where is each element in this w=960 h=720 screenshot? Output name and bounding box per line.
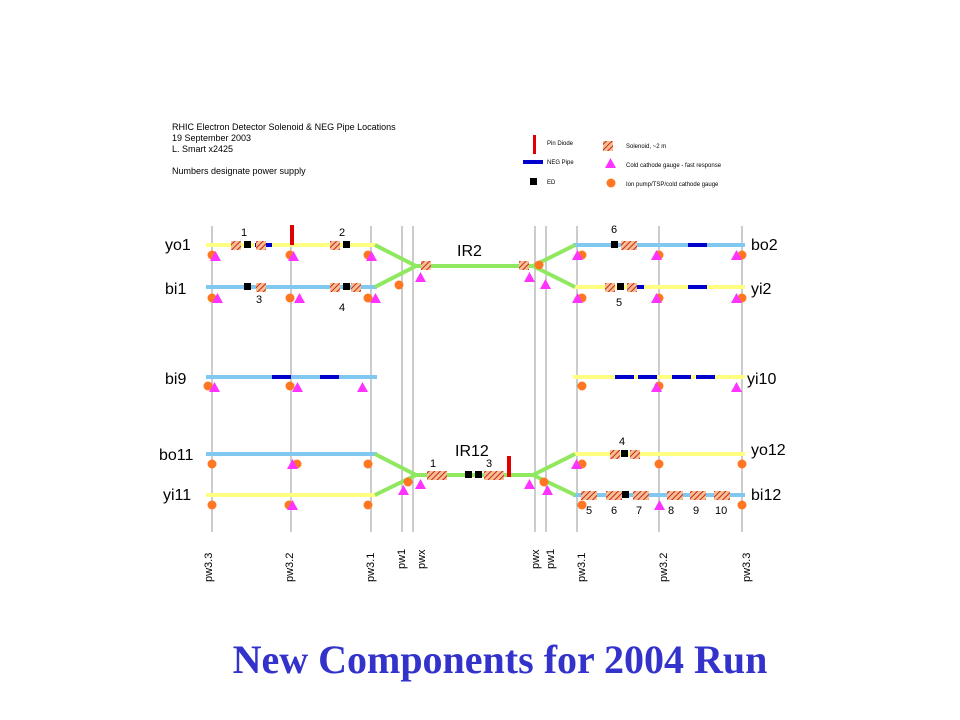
legend-solenoid: Solenoid, ~2 m	[626, 144, 666, 150]
label-bi12: bi12	[751, 487, 781, 504]
pin-diodes	[290, 225, 511, 477]
legend-neg-pipe: NEG Pipe	[547, 160, 574, 166]
supply-number: 10	[715, 505, 727, 517]
ed-legend-icon	[530, 178, 537, 185]
supply-number: 6	[611, 224, 617, 236]
legend-ed: ED	[547, 180, 556, 186]
station-label: pw3.3	[203, 553, 215, 582]
station-label: pwx	[530, 549, 542, 569]
supply-number: 6	[611, 505, 617, 517]
station-label: pw3.3	[741, 553, 753, 582]
ed-detectors	[244, 241, 629, 498]
supply-number: 7	[636, 505, 642, 517]
station-label: pw3.2	[284, 553, 296, 582]
neg-pipes	[255, 243, 715, 379]
info-date: 19 September 2003	[172, 133, 252, 143]
label-yi2: yi2	[751, 281, 772, 298]
supply-number: 2	[339, 227, 345, 239]
supply-number: 5	[616, 297, 622, 309]
info-note: Numbers designate power supply	[172, 166, 306, 176]
label-bo11: bo11	[159, 447, 194, 464]
info-title: RHIC Electron Detector Solenoid & NEG Pi…	[172, 122, 396, 132]
supply-number: 9	[693, 505, 699, 517]
info-author: L. Smart x2425	[172, 144, 234, 154]
legend-cold-cathode: Cold cathode gauge - fast response	[626, 163, 722, 169]
label-ir12: IR12	[455, 443, 489, 460]
label-bi9: bi9	[165, 371, 186, 388]
station-labels: pw3.3 pw3.2 pw3.1 pw1 pwx pwx pw1 pw3.1 …	[203, 549, 753, 582]
label-yo1: yo1	[165, 237, 191, 254]
supply-number: 1	[430, 458, 436, 470]
station-label: pw3.1	[576, 553, 588, 582]
beamline-labels: yo1 bi1 bi9 bo11 yi11 bo2 yi2 yi10 yo12 …	[159, 237, 786, 504]
cold-cathode-gauges	[209, 250, 742, 510]
station-label: pw1	[396, 549, 408, 569]
supply-number: 3	[486, 458, 492, 470]
label-ir2: IR2	[457, 243, 482, 260]
legend: Pin Diode NEG Pipe ED Solenoid, ~2 m Col…	[523, 135, 722, 188]
label-yo12: yo12	[751, 442, 786, 459]
supply-number: 3	[256, 294, 262, 306]
label-bi1: bi1	[165, 281, 186, 298]
supply-number: 8	[668, 505, 674, 517]
slide-title: New Components for 2004 Run	[232, 637, 768, 682]
power-supply-numbers: 1 2 3 4 6 5 1 3 4 5 6 7 8 9 10	[241, 224, 727, 517]
label-yi10: yi10	[747, 371, 776, 388]
info-block: RHIC Electron Detector Solenoid & NEG Pi…	[172, 122, 396, 177]
station-label: pwx	[416, 549, 428, 569]
supply-number: 4	[339, 302, 345, 314]
gauge-legend-icon	[605, 158, 616, 168]
legend-ion-pump: Ion pump/TSP/cold cathode gauge	[626, 182, 719, 188]
label-bo2: bo2	[751, 237, 778, 254]
neg-pipe-legend-icon	[523, 160, 543, 164]
station-label: pw3.1	[365, 553, 377, 582]
legend-pin-diode: Pin Diode	[547, 141, 574, 147]
solenoids	[231, 241, 730, 500]
pump-legend-icon	[606, 178, 616, 188]
station-label: pw3.2	[658, 553, 670, 582]
station-label: pw1	[545, 549, 557, 569]
solenoid-legend-icon	[603, 141, 613, 151]
supply-number: 5	[586, 505, 592, 517]
supply-number: 4	[619, 436, 625, 448]
ion-pumps	[203, 250, 747, 510]
label-yi11: yi11	[163, 487, 191, 504]
pin-diode-legend-icon	[533, 135, 536, 154]
supply-number: 1	[241, 227, 247, 239]
